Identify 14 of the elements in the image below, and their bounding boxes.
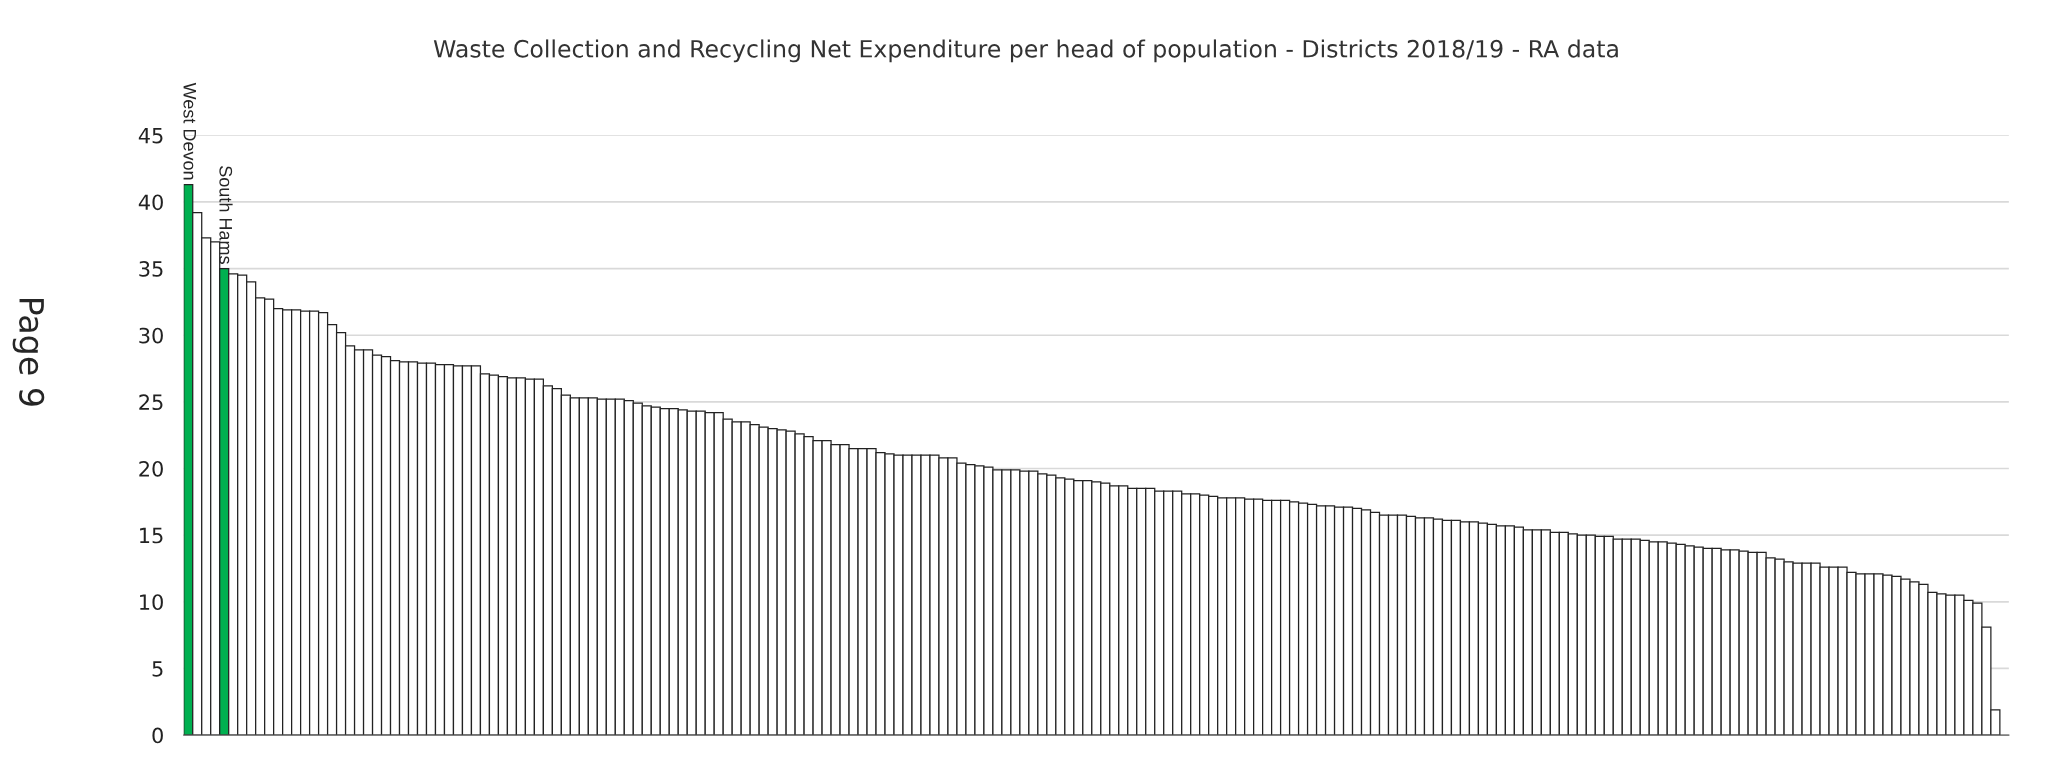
y-tick-label: 35 bbox=[139, 261, 163, 277]
y-tick-label: 10 bbox=[140, 594, 163, 610]
y-tick-label: 30 bbox=[139, 327, 163, 344]
y-tick-label: 15 bbox=[140, 527, 163, 544]
y-tick-label: 20 bbox=[139, 460, 163, 477]
y-tick-label: 5 bbox=[152, 661, 163, 677]
y-tick-label: 45 bbox=[138, 128, 163, 144]
y-tick-label: 25 bbox=[139, 394, 163, 411]
text: Page 9 bbox=[12, 298, 45, 406]
x-tick-label: West Devon bbox=[183, 82, 196, 180]
y-tick-label: 40 bbox=[138, 194, 163, 211]
y-tick-label: 0 bbox=[152, 727, 163, 744]
chart-title: Waste Collection and Recycling Net Expenditure per head of population - Districts 2018/19 - RA data bbox=[433, 39, 1618, 63]
x-tick-label: South Hams bbox=[219, 166, 233, 264]
